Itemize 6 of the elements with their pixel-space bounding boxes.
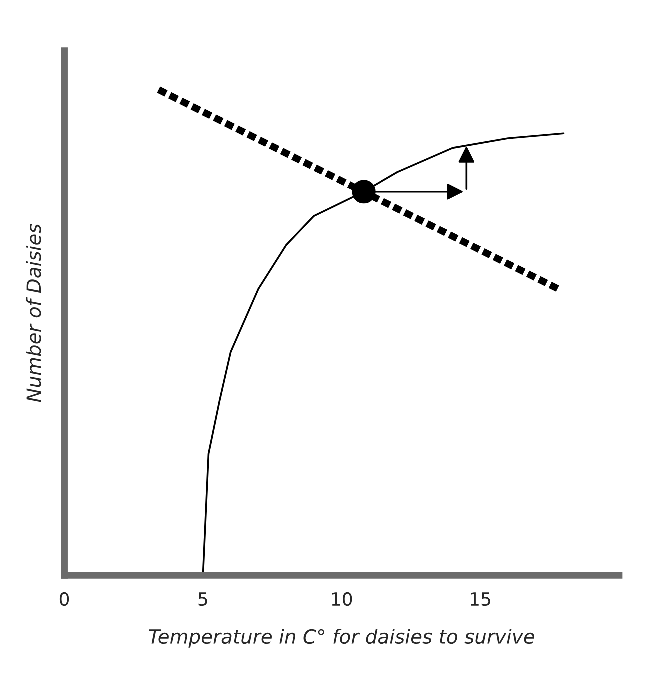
x-tick-label: 10	[332, 592, 352, 606]
x-tick-label: 15	[471, 592, 490, 606]
x-tick-label: 0	[60, 592, 70, 606]
x-tick-label: 5	[198, 592, 208, 606]
x-axis-title: Temperature in C° for daisies to survive	[149, 629, 534, 648]
y-axis-title: Number of Daisies	[26, 224, 42, 402]
